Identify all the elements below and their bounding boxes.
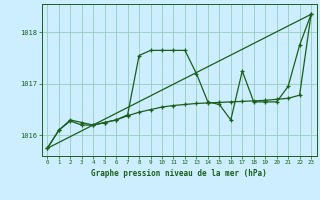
- X-axis label: Graphe pression niveau de la mer (hPa): Graphe pression niveau de la mer (hPa): [91, 169, 267, 178]
